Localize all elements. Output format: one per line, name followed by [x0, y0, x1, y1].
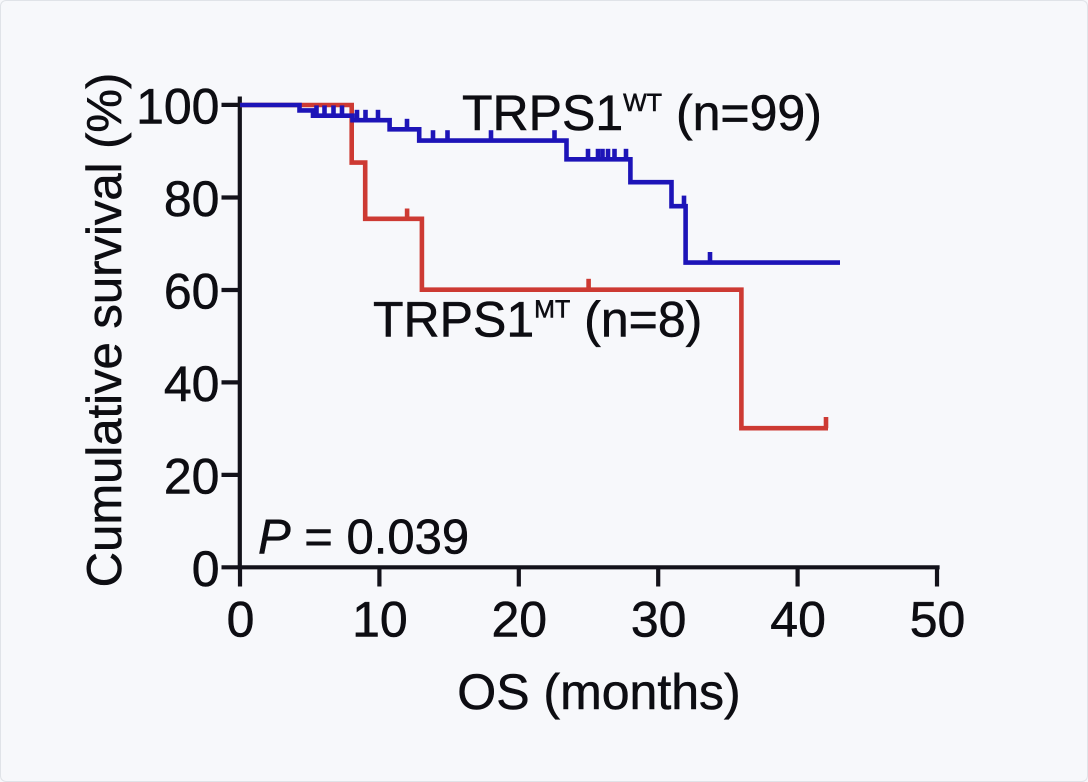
svg-text:80: 80: [164, 171, 220, 227]
svg-text:P = 0.039: P = 0.039: [258, 511, 469, 565]
svg-text:40: 40: [770, 592, 826, 648]
svg-text:100: 100: [136, 79, 219, 135]
svg-text:20: 20: [491, 592, 547, 648]
svg-text:TRPS1WT (n=99): TRPS1WT (n=99): [462, 85, 822, 141]
svg-text:TRPS1MT (n=8): TRPS1MT (n=8): [373, 292, 702, 348]
svg-text:40: 40: [164, 356, 220, 412]
svg-text:50: 50: [910, 592, 966, 648]
svg-text:60: 60: [164, 264, 220, 320]
svg-text:0: 0: [227, 592, 255, 648]
svg-text:20: 20: [164, 449, 220, 505]
svg-text:30: 30: [631, 592, 687, 648]
svg-text:Cumulative survival (%): Cumulative survival (%): [78, 73, 132, 588]
svg-text:OS (months): OS (months): [457, 664, 740, 720]
svg-text:10: 10: [352, 592, 408, 648]
svg-text:0: 0: [192, 541, 220, 597]
